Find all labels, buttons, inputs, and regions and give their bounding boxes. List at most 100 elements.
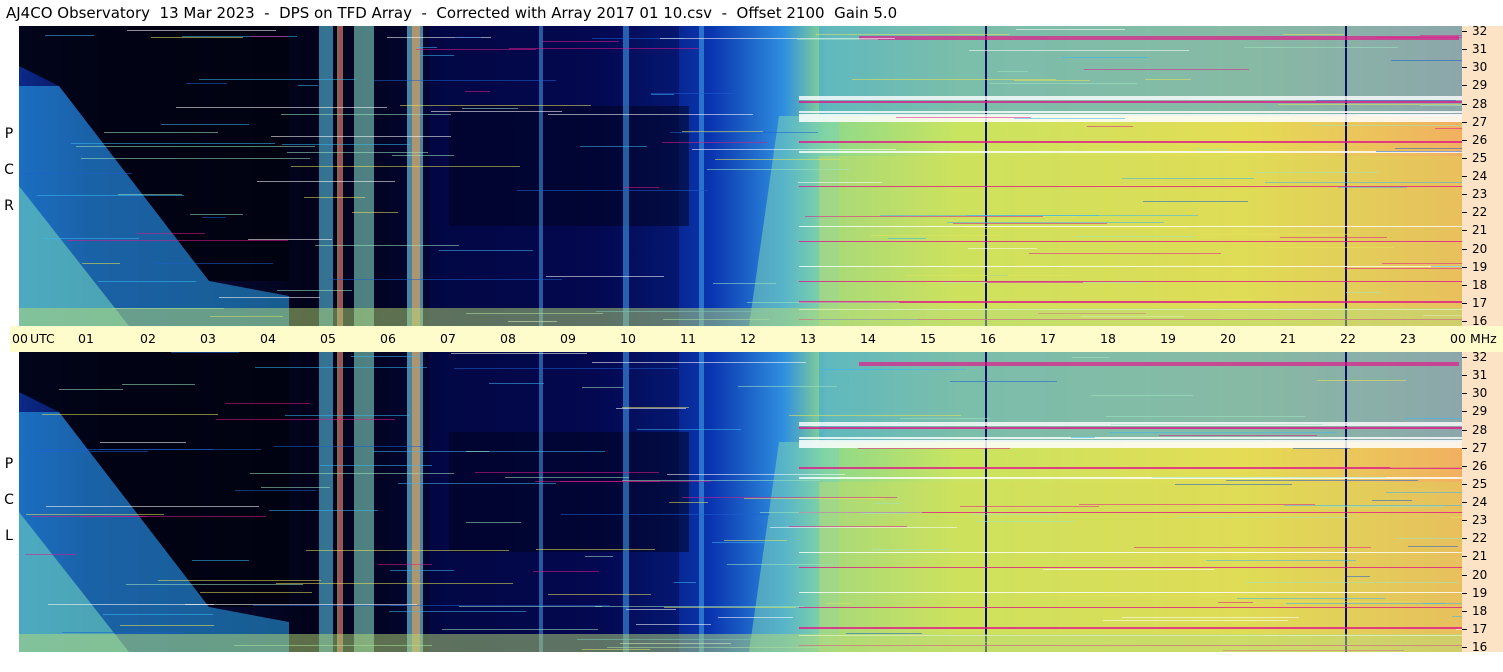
noise-streak [1420, 105, 1462, 106]
horizontal-line [799, 467, 1462, 469]
noise-streak [387, 37, 491, 38]
noise-streak [1122, 617, 1299, 618]
noise-streak [953, 223, 1107, 224]
noise-streak [30, 451, 148, 452]
vertical-band [699, 26, 704, 326]
noise-streak [585, 556, 613, 557]
noise-streak [1317, 380, 1406, 381]
time-tick-label: 05 [320, 331, 336, 346]
strong-horizontal-band [799, 114, 1462, 122]
noise-streak [1316, 100, 1456, 101]
noise-streak [616, 408, 686, 409]
noise-streak [82, 263, 120, 264]
horizontal-line [799, 226, 1462, 227]
noise-streak [137, 233, 205, 234]
noise-streak [509, 48, 699, 49]
dark-core [449, 432, 689, 552]
noise-streak [25, 554, 76, 555]
time-tick-label: 19 [1160, 331, 1176, 346]
noise-streak [626, 609, 676, 610]
noise-streak [950, 381, 1057, 382]
noise-streak [707, 169, 850, 170]
time-tick-label: 14 [860, 331, 876, 346]
freq-tick-label: 31 [1472, 368, 1488, 383]
freq-tick [1462, 194, 1467, 196]
noise-streak [59, 389, 123, 390]
noise-streak [158, 580, 321, 581]
noise-streak [269, 510, 378, 511]
noise-streak [1122, 178, 1254, 179]
freq-tick-label: 29 [1472, 404, 1488, 419]
horizontal-line [799, 241, 1462, 242]
noise-streak [724, 540, 787, 541]
freq-tick-label: 26 [1472, 132, 1488, 147]
noise-streak [1390, 467, 1462, 468]
noise-streak [98, 281, 196, 282]
noise-streak [1103, 620, 1288, 621]
noise-streak [1397, 538, 1462, 539]
noise-streak [400, 105, 591, 106]
freq-tick [1462, 538, 1467, 540]
pol-letter-bot-3: L [5, 528, 13, 544]
freq-tick [1462, 647, 1467, 648]
noise-streak [872, 549, 949, 550]
freq-tick [1462, 375, 1467, 377]
noise-streak [674, 582, 696, 583]
noise-streak [1208, 299, 1253, 300]
noise-streak [727, 564, 833, 565]
noise-streak [216, 419, 395, 420]
noise-streak [747, 302, 899, 303]
vertical-band [354, 352, 374, 652]
noise-streak [1176, 517, 1350, 518]
freq-tick-label: 24 [1472, 169, 1488, 183]
freq-tick-label: 20 [1472, 241, 1488, 256]
noise-streak [900, 418, 990, 419]
noise-streak [860, 513, 908, 514]
noise-streak [713, 283, 776, 284]
freq-tick [1462, 357, 1467, 358]
diagonal-burst-edge [19, 512, 129, 652]
horizontal-line [799, 281, 1462, 282]
noise-streak [548, 114, 753, 115]
bottom-band [19, 308, 1462, 326]
noise-streak [976, 521, 1076, 522]
noise-streak [789, 415, 961, 416]
freq-tick [1462, 610, 1467, 612]
noise-streak [826, 603, 852, 604]
time-tick-label: 22 [1340, 331, 1356, 346]
noise-streak [660, 38, 895, 39]
pol-letter-top-3: R [4, 198, 14, 214]
noise-streak [1278, 104, 1462, 105]
vertical-band [339, 26, 342, 326]
time-tick-label: MHz [1470, 331, 1497, 346]
noise-streak [874, 503, 901, 504]
noise-streak [789, 526, 907, 527]
noise-streak [352, 212, 398, 213]
noise-streak [257, 181, 395, 182]
freq-tick-label: 21 [1472, 223, 1488, 238]
noise-streak [1408, 546, 1458, 547]
noise-streak [416, 47, 437, 48]
noise-streak [692, 149, 896, 150]
freq-tick-label: 30 [1472, 386, 1488, 401]
rcp-spectrogram [19, 26, 1462, 326]
diagonal-burst [19, 412, 289, 652]
noise-streak [271, 136, 451, 137]
noise-streak [1091, 395, 1193, 396]
noise-streak [965, 228, 1189, 229]
noise-streak [1159, 435, 1317, 436]
noise-streak [1254, 172, 1379, 173]
time-tick-label: 07 [440, 331, 456, 346]
pol-letter-bot-1: P [4, 456, 14, 472]
noise-streak [664, 607, 796, 608]
noise-streak [536, 549, 655, 550]
freq-tick [1462, 628, 1467, 630]
noise-streak [277, 290, 352, 291]
noise-streak [1289, 112, 1455, 113]
diagonal-burst-edge [19, 186, 129, 326]
noise-streak [1450, 517, 1462, 518]
noise-streak [1106, 416, 1305, 417]
freq-tick [1462, 103, 1467, 105]
freq-tick [1462, 121, 1467, 123]
vertical-band [539, 352, 543, 652]
